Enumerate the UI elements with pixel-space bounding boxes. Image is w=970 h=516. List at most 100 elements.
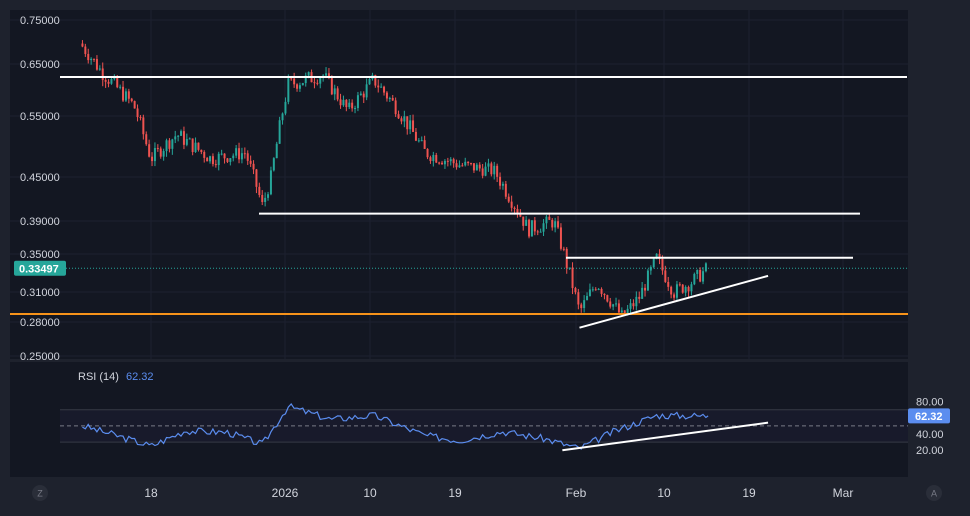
candle-body xyxy=(501,183,504,186)
time-label: 19 xyxy=(742,486,756,500)
candle-body xyxy=(635,296,638,307)
candle-body xyxy=(319,77,322,84)
auto-scale-right-button[interactable]: A xyxy=(926,485,942,501)
candle-body xyxy=(484,166,487,176)
candle-body xyxy=(197,142,200,150)
candle-body xyxy=(557,221,560,228)
candle-body xyxy=(127,91,130,99)
time-axis[interactable]: 18 2026 10 19 Feb 10 19 Mar xyxy=(144,486,853,500)
candle-body xyxy=(148,144,151,157)
candle-body xyxy=(296,84,299,89)
time-label: 19 xyxy=(448,486,462,500)
candle-body xyxy=(400,118,403,122)
price-panel[interactable] xyxy=(10,10,908,359)
candle-body xyxy=(342,99,345,106)
candle-body xyxy=(571,267,574,289)
price-tick-label: 0.31000 xyxy=(20,287,60,299)
candle-body xyxy=(220,153,223,155)
candle-body xyxy=(226,158,229,162)
candle-body xyxy=(345,99,348,108)
candle-body xyxy=(391,97,394,101)
rsi-panel[interactable] xyxy=(10,362,908,477)
candle-body xyxy=(638,296,641,299)
candle-body xyxy=(180,131,183,136)
candle-body xyxy=(153,148,156,162)
candle-body xyxy=(359,93,362,96)
drawn-levels xyxy=(10,76,908,329)
rsi-value-tag: 62.32 xyxy=(908,408,950,424)
candle-body xyxy=(470,163,473,165)
candle-body xyxy=(429,157,432,162)
candle-body xyxy=(130,98,133,102)
candle-body xyxy=(452,159,455,164)
candle-body xyxy=(597,288,600,290)
candle-body xyxy=(365,84,368,98)
candle-body xyxy=(583,300,586,309)
candle-body xyxy=(548,216,551,220)
candle-body xyxy=(107,81,110,84)
candle-body xyxy=(377,85,380,88)
candle-body xyxy=(211,156,214,165)
rsi-value: 62.32 xyxy=(126,371,154,383)
candle-body xyxy=(330,76,333,95)
candle-body xyxy=(487,163,490,167)
candle-body xyxy=(101,68,104,80)
candle-body xyxy=(675,284,678,298)
candle-body xyxy=(240,153,243,160)
rising-trendline xyxy=(579,274,769,329)
candle-body xyxy=(339,99,342,106)
candle-body xyxy=(458,165,461,168)
candle-body xyxy=(464,161,467,166)
candle-body xyxy=(655,253,658,259)
candle-body xyxy=(641,287,644,299)
candle-body xyxy=(562,248,565,250)
candle-body xyxy=(455,163,458,168)
candle-body xyxy=(200,149,203,153)
time-label: Feb xyxy=(566,486,587,500)
candle-body xyxy=(203,152,206,158)
candle-body xyxy=(136,108,139,118)
candle-body xyxy=(673,294,676,298)
candle-body xyxy=(229,158,232,162)
candle-body xyxy=(412,120,415,132)
candle-body xyxy=(385,92,388,99)
candle-body xyxy=(545,216,548,224)
auto-scale-left-button[interactable]: Z xyxy=(32,485,48,501)
candle-body xyxy=(232,155,235,159)
candle-body xyxy=(467,161,470,164)
candle-body xyxy=(165,140,168,152)
candle-body xyxy=(301,83,304,86)
candle-body xyxy=(446,160,449,162)
candle-body xyxy=(374,75,377,86)
candle-body xyxy=(554,221,557,228)
candle-body xyxy=(658,253,661,259)
rsi-trendline xyxy=(562,421,769,452)
candle-body xyxy=(632,303,635,307)
candle-body xyxy=(438,162,441,164)
candle-body xyxy=(191,138,194,153)
candle-body xyxy=(478,164,481,169)
candle-body xyxy=(403,116,406,122)
candle-body xyxy=(516,208,519,214)
candle-body xyxy=(255,169,258,187)
candle-body xyxy=(209,156,212,162)
candle-body xyxy=(646,270,649,291)
candle-body xyxy=(542,223,545,232)
candle-body xyxy=(174,136,177,140)
candle-body xyxy=(661,258,664,271)
candle-body xyxy=(612,304,615,307)
candle-body xyxy=(142,117,145,135)
candle-body xyxy=(95,59,98,70)
candle-body xyxy=(528,219,531,237)
candle-body xyxy=(600,288,603,294)
candle-body xyxy=(217,153,220,166)
candle-body xyxy=(258,186,261,195)
candle-body xyxy=(333,88,336,95)
candle-body xyxy=(313,82,316,84)
candle-body xyxy=(432,155,435,162)
candle-body xyxy=(368,79,371,85)
candle-body xyxy=(261,194,264,202)
candle-body xyxy=(441,162,444,165)
candle-body xyxy=(278,120,281,144)
rsi-band xyxy=(60,409,908,443)
